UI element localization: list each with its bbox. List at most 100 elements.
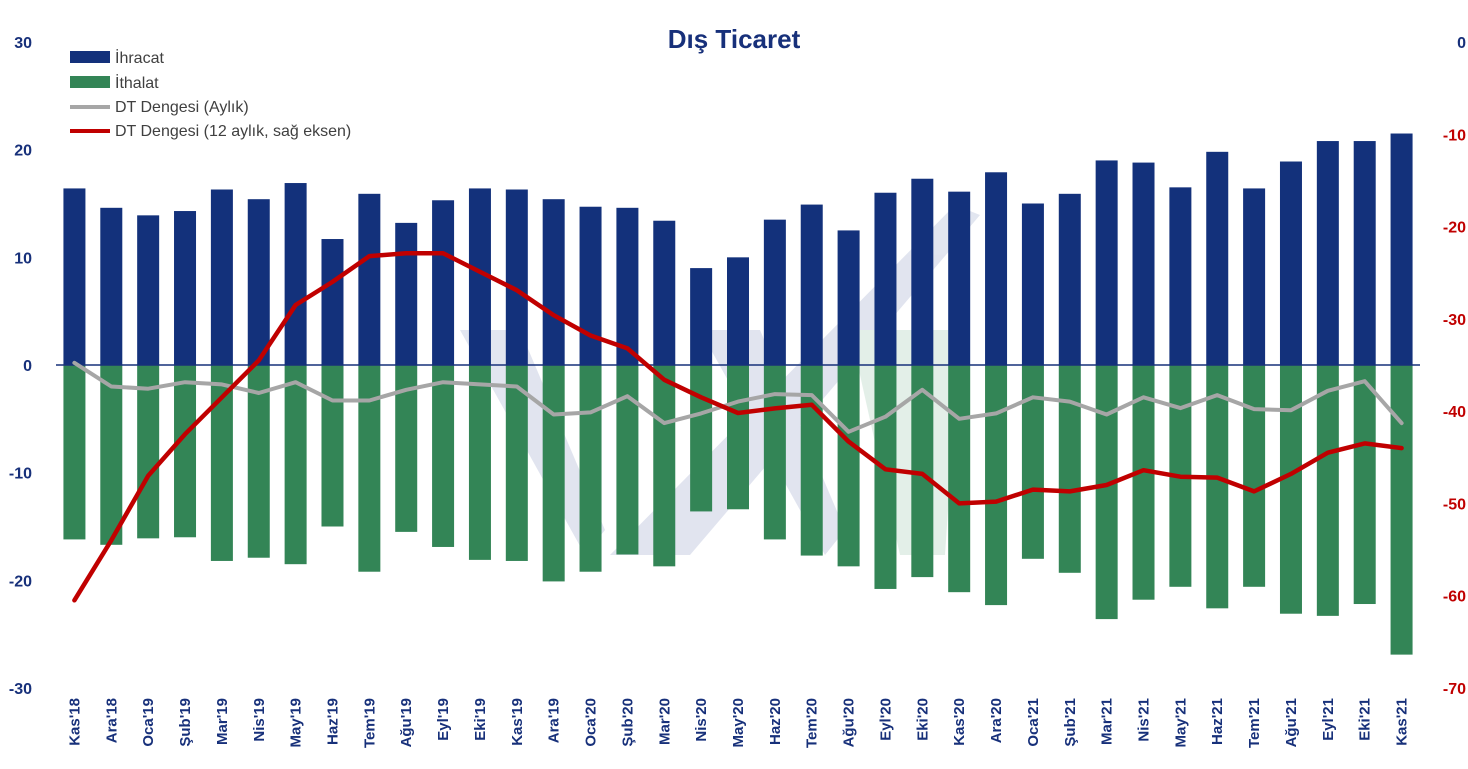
y-tick-right: 0: [1457, 35, 1466, 52]
import-bar: [1058, 365, 1081, 573]
import-bar: [174, 365, 197, 538]
import-bar: [911, 365, 934, 578]
export-bar: [690, 268, 713, 365]
legend-swatch-exports: [70, 51, 110, 63]
export-bar: [874, 192, 897, 365]
y-tick-right: -30: [1443, 312, 1466, 329]
x-tick-label: Oca'20: [583, 698, 600, 747]
import-bar: [763, 365, 786, 540]
export-bar: [1206, 151, 1229, 365]
import-bar: [1316, 365, 1339, 616]
y-tick-left: -10: [9, 466, 32, 483]
export-bar: [1132, 162, 1155, 365]
export-bar: [653, 220, 676, 365]
import-bar: [1095, 365, 1118, 620]
watermark-logo: [460, 205, 980, 555]
import-bars: [63, 365, 1413, 655]
export-bar: [616, 207, 639, 365]
y-tick-right: -10: [1443, 127, 1466, 144]
import-bar: [321, 365, 344, 527]
import-bar: [653, 365, 676, 567]
export-bar: [763, 219, 786, 365]
x-axis: Kas'18 Ara'18 Oca'19 Şub'19 Mar'19 Nis'19 May'…: [66, 698, 1410, 748]
x-tick-label: Nis'21: [1136, 698, 1153, 742]
export-bar: [1095, 160, 1118, 365]
x-tick-label: Kas'19: [509, 698, 526, 746]
x-tick-label: Haz'21: [1209, 698, 1226, 745]
export-bar: [1058, 193, 1081, 365]
export-bar: [395, 222, 418, 365]
import-bar: [505, 365, 528, 561]
y-tick-right: -50: [1443, 496, 1466, 513]
import-bar: [210, 365, 233, 561]
export-bar: [100, 207, 123, 365]
import-bar: [468, 365, 491, 560]
import-bar: [1279, 365, 1302, 614]
y-tick-right: -20: [1443, 220, 1466, 237]
y-axis-left: 30 20 10 0 -10 -20 -30: [9, 35, 32, 698]
x-tick-label: Mar'21: [1099, 698, 1116, 745]
export-bar: [174, 211, 197, 365]
y-tick-left: -20: [9, 573, 32, 590]
export-bar: [727, 257, 749, 365]
x-tick-label: May'21: [1172, 698, 1189, 747]
export-bars: [63, 133, 1413, 365]
x-tick-label: Ara'20: [988, 698, 1005, 743]
y-tick-left: 10: [14, 250, 32, 267]
legend: İhracat İthalat DT Dengesi (Aylık) DT De…: [70, 48, 351, 140]
export-bar: [137, 215, 160, 365]
export-bar: [837, 230, 860, 365]
export-bar: [985, 172, 1008, 365]
import-bar: [100, 365, 123, 545]
x-tick-label: Kas'20: [951, 698, 968, 746]
x-tick-label: Tem'19: [361, 698, 378, 748]
import-bar: [1243, 365, 1266, 587]
export-bar: [321, 239, 344, 365]
import-bar: [1390, 365, 1413, 655]
import-bar: [542, 365, 565, 582]
export-bar: [468, 188, 491, 365]
y-tick-left: 20: [14, 143, 32, 160]
import-bar: [137, 365, 160, 539]
import-bar: [1132, 365, 1155, 600]
x-tick-label: Şub'19: [177, 698, 194, 747]
chart-title: Dış Ticaret: [668, 24, 801, 54]
x-tick-label: Mar'20: [656, 698, 673, 745]
export-bar: [358, 193, 381, 365]
export-bar: [1316, 141, 1339, 365]
y-tick-left: 0: [23, 358, 32, 375]
x-tick-label: Şub'21: [1062, 698, 1079, 747]
x-tick-label: Ağu'21: [1283, 698, 1300, 747]
x-tick-label: May'20: [730, 698, 747, 747]
import-bar: [690, 365, 713, 512]
export-bar: [432, 200, 455, 365]
legend-label-exports: İhracat: [115, 48, 164, 67]
y-tick-right: -40: [1443, 404, 1466, 421]
x-tick-label: Oca'21: [1025, 698, 1042, 747]
import-bar: [985, 365, 1008, 606]
x-tick-label: Ağu'19: [398, 698, 415, 747]
y-tick-right: -60: [1443, 589, 1466, 606]
y-tick-left: -30: [9, 681, 32, 698]
x-tick-label: Kas'21: [1394, 698, 1411, 746]
annual-balance-line: [72, 251, 1404, 603]
x-tick-label: Eki'20: [914, 698, 931, 741]
x-tick-label: Haz'19: [324, 698, 341, 745]
export-bar: [1243, 188, 1266, 365]
legend-label-imports: İthalat: [115, 73, 159, 92]
y-tick-right: -70: [1443, 681, 1466, 698]
export-bar: [542, 199, 565, 365]
import-bar: [874, 365, 897, 589]
legend-swatch-imports: [70, 76, 110, 88]
export-bar: [284, 183, 307, 365]
import-bar: [579, 365, 602, 572]
x-tick-label: Nis'20: [693, 698, 710, 742]
import-bar: [616, 365, 639, 555]
export-bar: [1353, 141, 1376, 365]
export-bar: [505, 189, 528, 365]
export-bar: [247, 199, 270, 365]
export-bar: [1169, 187, 1192, 365]
x-tick-label: Kas'18: [66, 698, 83, 746]
import-bar: [358, 365, 381, 572]
